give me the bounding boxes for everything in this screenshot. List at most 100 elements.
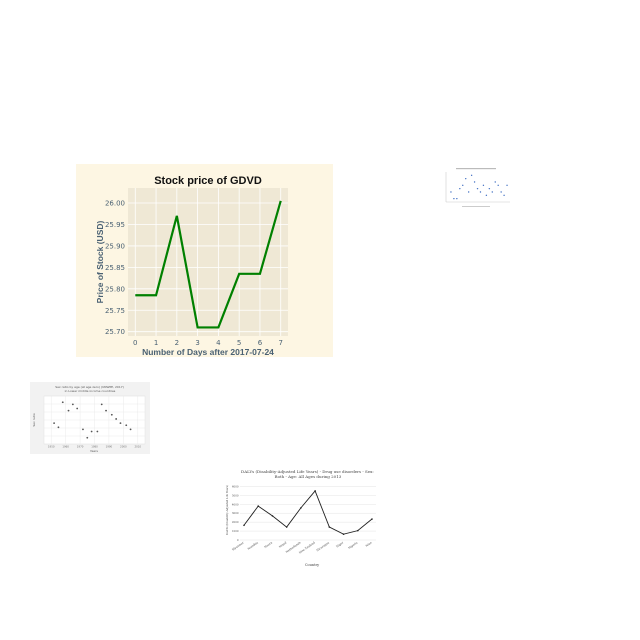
- x-tick-label: 4: [216, 339, 221, 347]
- x-tick-label: Niger: [335, 540, 344, 548]
- y-axis-label: DALYs (Disability-Adjusted Life Years): [225, 485, 229, 535]
- series-line-gdvd: [135, 200, 282, 329]
- y-tick-label: 25.75: [105, 307, 125, 315]
- scatter-point: [482, 184, 485, 187]
- x-tick-label: New Zealand: [298, 540, 316, 554]
- x-tick-label: Nauru: [263, 540, 273, 549]
- sex-ratio-chart: Sex ratio by age (at age zero) (UNWPP, 2…: [30, 382, 150, 454]
- scatter-point: [67, 409, 70, 412]
- scatter-point: [488, 187, 491, 190]
- y-tick-label: 25.85: [105, 264, 125, 272]
- series-line-daly: [243, 490, 373, 535]
- scatter-point: [491, 191, 493, 193]
- scatter-point: [450, 191, 452, 193]
- x-tick-label: 1950: [48, 445, 55, 449]
- data-point: [342, 533, 345, 535]
- x-tick-label: 1960: [62, 445, 69, 449]
- scatter-point: [485, 194, 488, 197]
- scatter-point: [125, 424, 128, 427]
- x-tick-label: 3: [195, 339, 199, 347]
- daly-chart: DALYs (Disability-Adjusted Life Years) -…: [224, 466, 384, 568]
- scatter-point: [119, 422, 122, 425]
- chart-title: Sex ratio by age (at age zero) (UNWPP, 2…: [55, 385, 125, 393]
- x-axis-label: Country: [305, 563, 319, 567]
- y-tick-label: 5000: [232, 493, 239, 497]
- scatter-point: [76, 407, 79, 410]
- x-tick-label: Myanmar: [231, 540, 245, 551]
- scatter-point: [462, 184, 464, 187]
- x-tick-label: Nigeria: [347, 540, 358, 550]
- scatter-point: [100, 403, 103, 406]
- scatter-point: [503, 194, 505, 197]
- data-point: [356, 529, 359, 532]
- chart-title: Stock price of GDVD: [154, 175, 262, 187]
- x-tick-label: 6: [258, 339, 263, 347]
- data-point: [371, 518, 373, 520]
- x-axis-label: Years: [90, 449, 98, 453]
- scatter-point: [90, 430, 93, 433]
- scatter-point: [494, 181, 496, 183]
- y-axis-label: Sex ratio: [32, 413, 36, 427]
- scatter-point: [465, 177, 467, 180]
- scatter-point: [61, 401, 64, 404]
- x-tick-label: Nepal: [278, 540, 287, 548]
- x-tick-label: Nicaragua: [315, 540, 330, 552]
- scatter-point: [86, 436, 89, 439]
- scatter-point: [129, 428, 132, 431]
- scatter-point: [115, 418, 118, 420]
- scatter-point: [479, 191, 482, 193]
- scatter-point: [470, 174, 473, 177]
- y-tick-label: 25.95: [105, 221, 125, 229]
- scatter-point: [110, 413, 113, 416]
- scatter-point: [467, 191, 470, 193]
- scatter-point: [53, 422, 55, 425]
- y-tick-label: 2000: [232, 520, 239, 524]
- x-tick-label: 1990: [106, 445, 113, 449]
- y-tick-label: 25.80: [105, 285, 125, 293]
- x-tick-label: 2000: [120, 445, 127, 449]
- xlabel-bar: [462, 206, 490, 207]
- y-axis-label: Price of Stock (USD): [95, 221, 105, 304]
- x-axis-label: Number of Days after 2017-07-24: [142, 347, 274, 357]
- x-tick-label: 1980: [91, 445, 98, 449]
- gdvd-chart-svg: 25.70 25.75 25.80 25.85 25.90 25.95 26.00 0 1 2 3 4…: [95, 175, 288, 357]
- y-tick-label: 25.90: [105, 242, 125, 250]
- scatter-point: [96, 430, 99, 433]
- data-point: [285, 526, 288, 528]
- scatter-point: [105, 409, 107, 412]
- data-point: [314, 490, 316, 492]
- x-tick-label: Namibia: [247, 540, 259, 550]
- scatter-point: [459, 187, 461, 190]
- scatter-point: [497, 184, 499, 187]
- data-point: [257, 505, 260, 507]
- gdvd-stock-chart: 25.70 25.75 25.80 25.85 25.90 25.95 26.00 0 1 2 3 4…: [76, 164, 333, 357]
- x-tick-label: 2010: [134, 445, 141, 449]
- scatter-point: [456, 197, 458, 200]
- chart-title: DALYs (Disability-Adjusted Life Years) -…: [241, 469, 375, 479]
- plot-area: [128, 188, 288, 336]
- y-tick-label: 0: [237, 538, 239, 542]
- data-point: [300, 507, 302, 509]
- data-point: [271, 515, 274, 517]
- x-tick-label: 7: [278, 339, 282, 347]
- daly-svg: DALYs (Disability-Adjusted Life Years) -…: [225, 469, 376, 567]
- title-bar: [456, 168, 496, 170]
- scatter-point: [506, 184, 508, 187]
- x-tick-label: 1970: [77, 445, 84, 449]
- y-tick-label: 3000: [232, 511, 239, 515]
- y-tick-label: 1000: [232, 529, 239, 533]
- scatter-point: [473, 181, 476, 183]
- scatter-point: [71, 403, 74, 406]
- data-point: [243, 524, 245, 527]
- small-scatter-chart: [440, 166, 512, 210]
- x-tick-label: 5: [237, 339, 241, 347]
- scatter-point: [57, 426, 60, 429]
- x-tick-label: 2: [175, 339, 179, 347]
- x-tick-label: 0: [133, 339, 137, 347]
- data-point: [328, 526, 331, 528]
- x-tick-label: Niue: [365, 540, 373, 547]
- y-tick-label: 6000: [232, 484, 239, 488]
- small-scatter-svg: [440, 166, 512, 210]
- y-tick-label: 26.00: [105, 200, 125, 208]
- x-tick-label: 1: [154, 339, 158, 347]
